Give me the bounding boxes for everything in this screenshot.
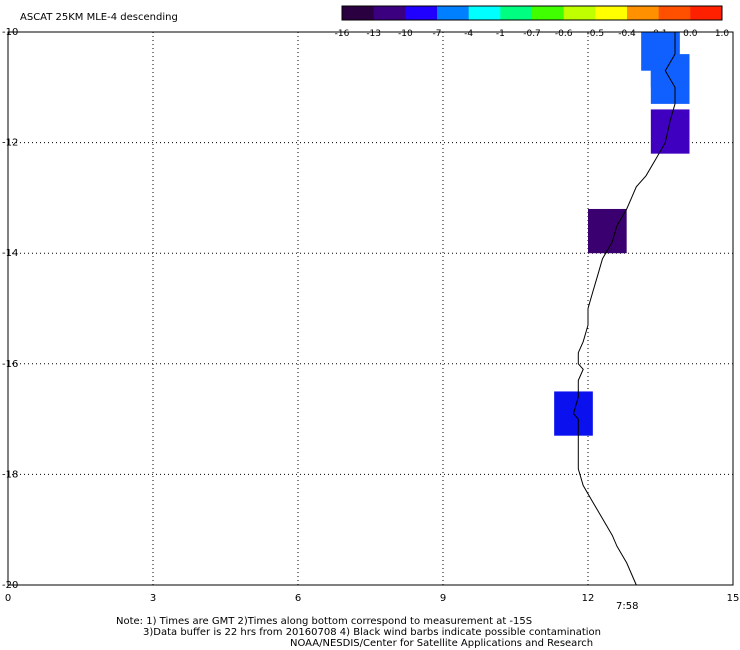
x-axis-ticks: 0 3 6 9 12 15	[5, 593, 740, 604]
y-tick-label: -14	[2, 248, 18, 259]
colorbar-segment	[373, 6, 406, 20]
map-title: ASCAT 25KM MLE-4 descending	[20, 12, 178, 23]
colorbar-segment	[690, 6, 723, 20]
colorbar-segment	[437, 6, 470, 20]
wind-cell	[650, 70, 690, 104]
colorbar-segment	[532, 6, 565, 20]
y-tick-label: -12	[2, 138, 18, 149]
x-tick-label: 9	[440, 593, 446, 604]
y-tick-label: -20	[2, 580, 18, 591]
colorbar-label: -7	[433, 29, 442, 39]
colorbar-labels: -16-13-10-7-4-1-0.7-0.6-0.5-0.4-0.10.01.…	[335, 29, 730, 39]
colorbar-label: -0.7	[523, 29, 541, 39]
grid-lines	[8, 32, 733, 585]
colorbar-segment	[468, 6, 501, 20]
plot-frame	[7, 31, 734, 586]
colorbar-segment	[563, 6, 596, 20]
y-tick-label: -10	[2, 27, 18, 38]
x-tick-label: 12	[582, 593, 595, 604]
y-tick-label: -18	[2, 469, 18, 480]
colorbar-label: 0.0	[683, 29, 698, 39]
y-tick-label: -16	[2, 359, 18, 370]
colorbar-label: 1.0	[715, 29, 730, 39]
x-tick-label: 0	[5, 593, 11, 604]
x-tick-label: 15	[727, 593, 740, 604]
colorbar-label: -0.4	[618, 29, 636, 39]
wind-cell	[650, 109, 690, 154]
note-line-2: 3)Data buffer is 22 hrs from 20160708 4)…	[143, 627, 601, 638]
wind-cells	[554, 32, 690, 436]
colorbar-segment	[658, 6, 691, 20]
coastline	[572, 32, 676, 586]
colorbar-label: -13	[366, 29, 381, 39]
colorbar-segment	[405, 6, 438, 20]
y-axis-ticks: -10 -12 -14 -16 -18 -20	[2, 27, 18, 591]
x-tick-label: 3	[150, 593, 156, 604]
note-line-3: NOAA/NESDIS/Center for Satellite Applica…	[290, 638, 594, 649]
colorbar-segment	[500, 6, 533, 20]
colorbar-label: -0.5	[587, 29, 605, 39]
x-tick-label: 6	[295, 593, 301, 604]
colorbar-frame	[341, 5, 723, 21]
note-line-1: Note: 1) Times are GMT 2)Times along bot…	[116, 616, 533, 627]
colorbar-label: -1	[496, 29, 505, 39]
colorbar-label: -0.6	[555, 29, 573, 39]
colorbar-label: -16	[335, 29, 350, 39]
colorbar-segment	[342, 6, 375, 20]
colorbar-label: -4	[464, 29, 473, 39]
colorbar-label: -10	[398, 29, 413, 39]
colorbar-segment	[595, 6, 628, 20]
colorbar	[341, 5, 723, 21]
wind-cell	[588, 208, 627, 254]
colorbar-segment	[627, 6, 660, 20]
time-label: 7:58	[616, 601, 638, 612]
